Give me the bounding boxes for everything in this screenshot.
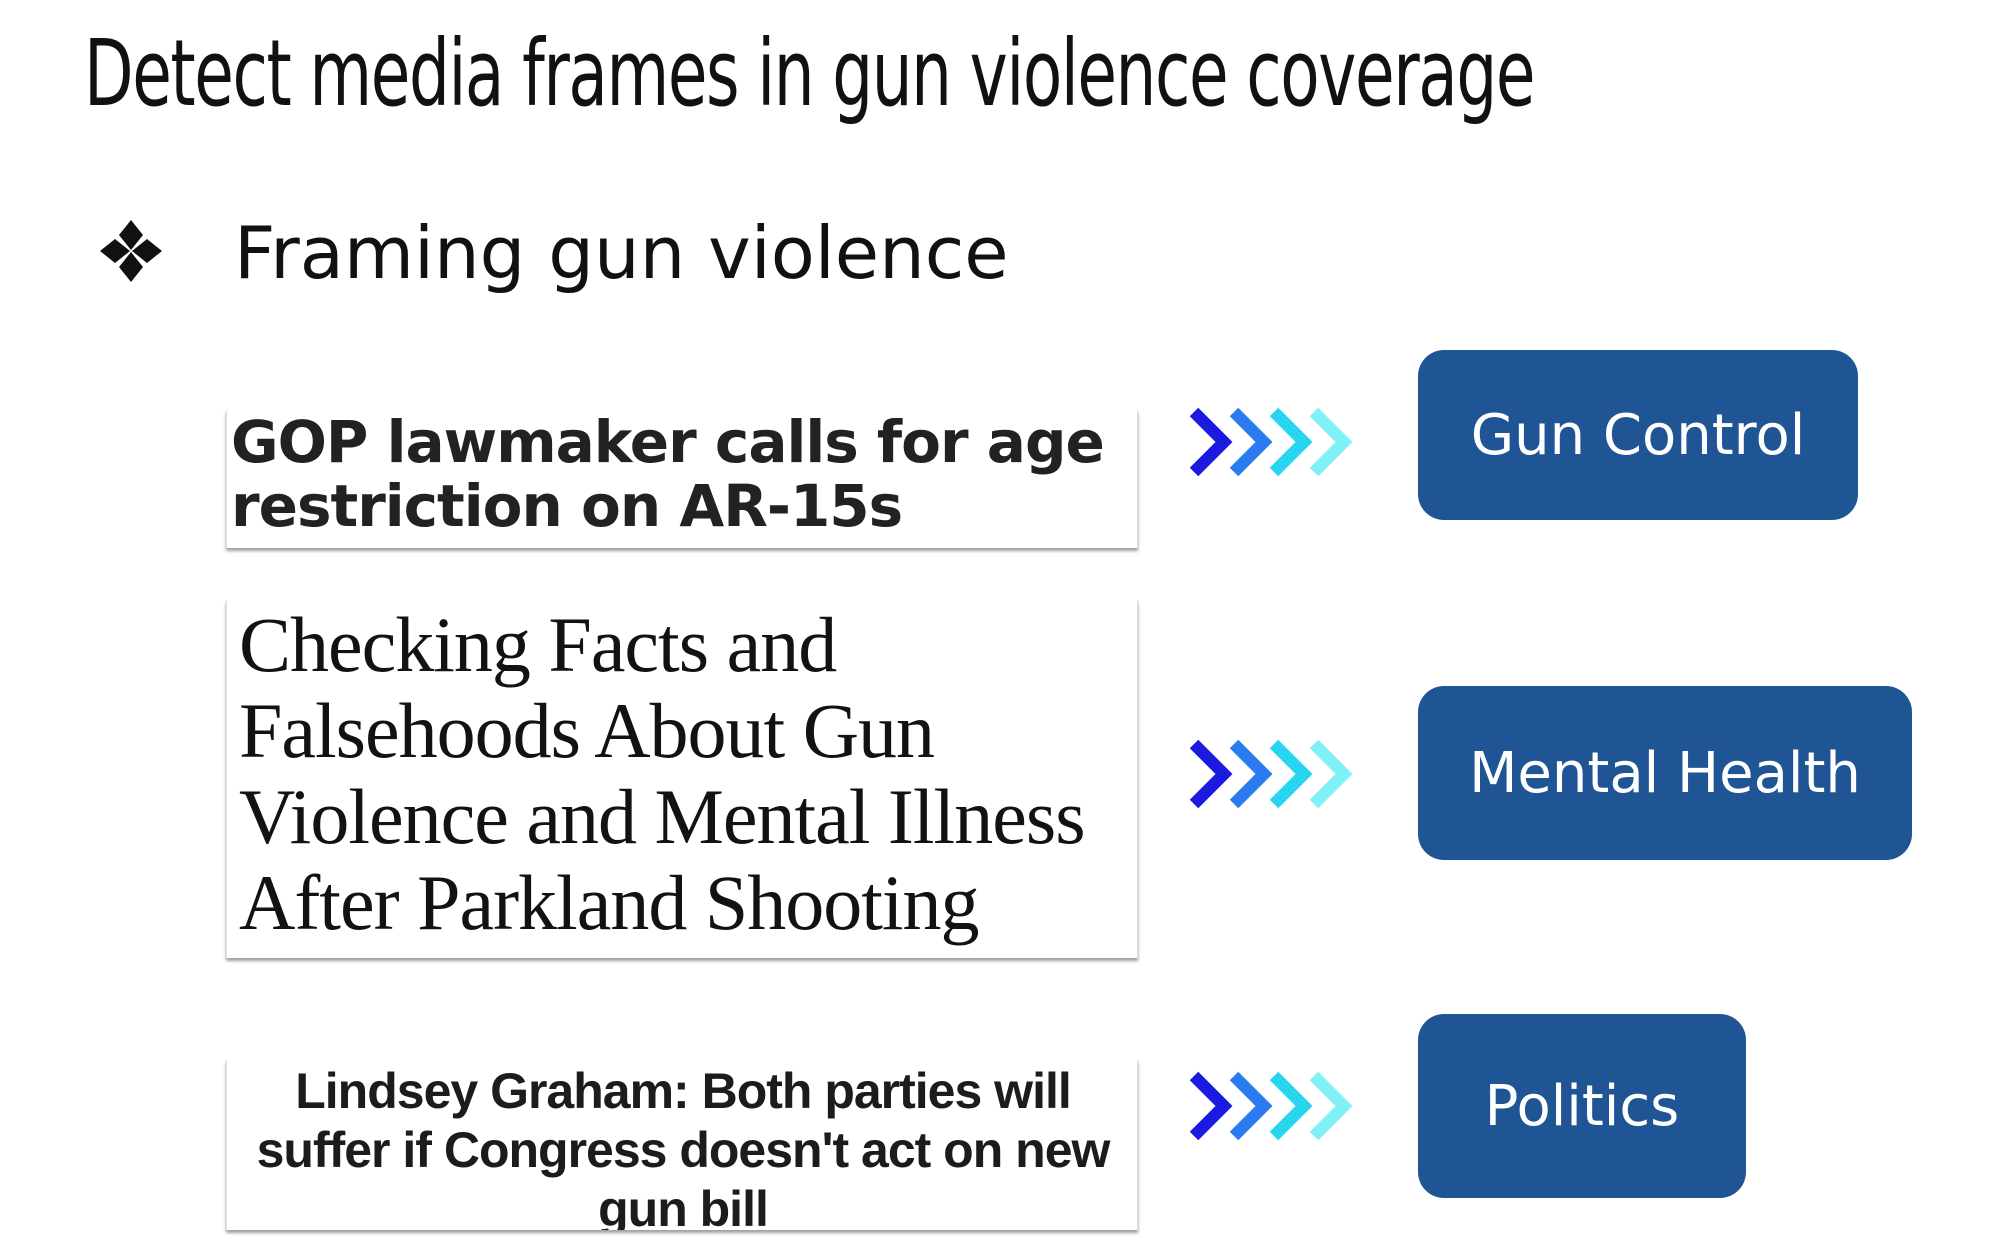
headline-card-3: Lindsey Graham: Both parties will suffer… xyxy=(226,1060,1138,1230)
headline-text: GOP lawmaker calls for age restriction o… xyxy=(231,410,1105,540)
four-diamond-bullet-icon xyxy=(100,220,162,282)
chevron-arrows-icon xyxy=(1189,739,1353,809)
headline-text: Lindsey Graham: Both parties will suffer… xyxy=(256,1063,1111,1230)
chevron-arrows-icon xyxy=(1189,407,1353,477)
bullet-text: Framing gun violence xyxy=(234,211,1009,295)
headline-text: Checking Facts and Falsehoods About Gun … xyxy=(239,601,1086,946)
frame-label-mental-health: Mental Health xyxy=(1418,686,1912,860)
headline-card-2: Checking Facts and Falsehoods About Gun … xyxy=(226,600,1138,958)
chevron-arrows-icon xyxy=(1189,1071,1353,1141)
headline-card-1: GOP lawmaker calls for age restriction o… xyxy=(226,410,1138,548)
frame-label-gun-control: Gun Control xyxy=(1418,350,1858,520)
frame-label-politics: Politics xyxy=(1418,1014,1746,1198)
slide-title: Detect media frames in gun violence cove… xyxy=(84,20,1535,127)
